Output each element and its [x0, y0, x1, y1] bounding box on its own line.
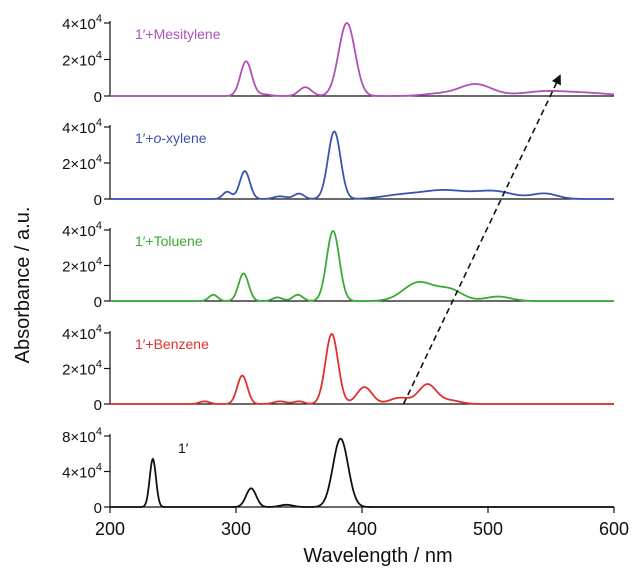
y-tick-label: 0 [94, 500, 102, 517]
y-tick-label: 4×104 [62, 13, 102, 33]
y-tick-label: 2×104 [62, 50, 102, 70]
y-tick-label: 2×104 [62, 359, 102, 379]
spectrum-panel-5: 0 4×104 8×104 1′ [62, 426, 614, 517]
y-axis-title: Absorbance / a.u. [12, 207, 34, 364]
spectrum-panel-4: 0 2×104 4×104 1′+Benzene [62, 323, 614, 414]
panel-label: 1′+o-xylene [135, 130, 207, 146]
y-tick-label: 4×104 [62, 220, 102, 240]
panels: 0 2×104 4×104 1′+Mesitylene 0 2×104 4×104 1′+o-… [62, 13, 615, 517]
y-tick-label: 0 [94, 397, 102, 414]
spectrum-line [110, 437, 614, 508]
x-axis-title: Wavelength / nm [303, 545, 452, 567]
spectrum-line [110, 332, 614, 405]
panel-label: 1′+Mesitylene [135, 26, 221, 42]
y-tick-label: 4×104 [62, 323, 102, 343]
y-tick-label: 2×104 [62, 256, 102, 276]
y-tick-label: 8×104 [62, 426, 102, 446]
x-tick-label: 400 [347, 519, 377, 539]
y-tick-label: 4×104 [62, 462, 102, 482]
spectrum-line [110, 130, 614, 200]
x-tick-label: 200 [95, 519, 125, 539]
y-tick-label: 2×104 [62, 153, 102, 173]
y-tick-label: 0 [94, 89, 102, 106]
panel-label: 1′+Benzene [135, 336, 209, 352]
trend-arrow [402, 74, 561, 405]
y-tick-label: 0 [94, 294, 102, 311]
spectrum-panel-1: 0 2×104 4×104 1′+Mesitylene [62, 13, 615, 106]
x-tick-label: 500 [473, 519, 503, 539]
spectrum-line [110, 22, 615, 97]
y-tick-label: 0 [94, 192, 102, 209]
x-tick-label: 600 [599, 519, 629, 539]
y-tick-label: 4×104 [62, 117, 102, 137]
x-tick-label: 300 [221, 519, 251, 539]
spectrum-panel-3: 0 2×104 4×104 1′+Toluene [62, 220, 614, 311]
x-axis: 200 300 400 500 600 [95, 507, 629, 539]
panel-label: 1′+Toluene [135, 233, 203, 249]
spectrum-panel-2: 0 2×104 4×104 1′+o-xylene [62, 117, 614, 209]
panel-label: 1′ [178, 440, 189, 456]
spectrum-line [110, 229, 614, 302]
